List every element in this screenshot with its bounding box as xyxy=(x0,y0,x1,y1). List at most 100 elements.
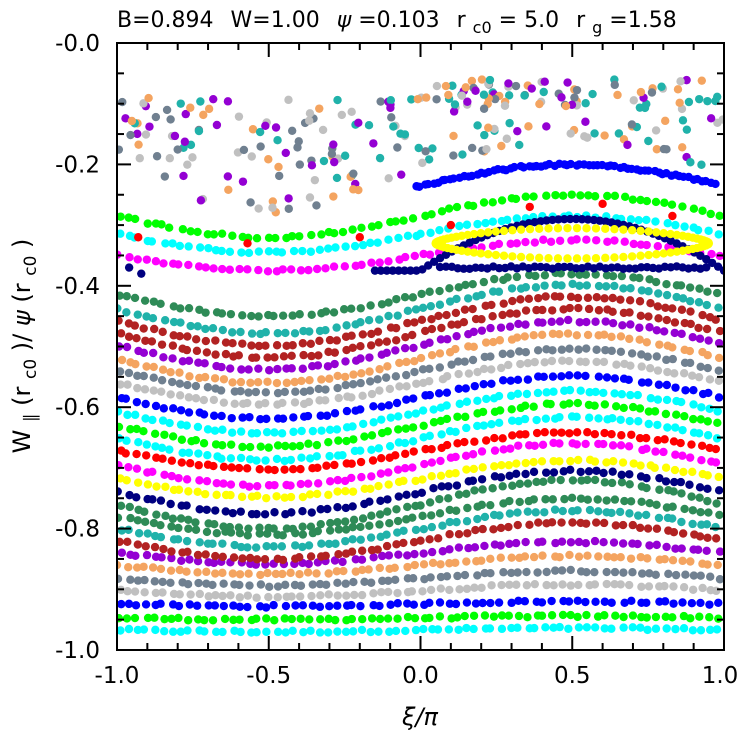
curve-point xyxy=(287,351,296,360)
curve-point xyxy=(462,465,471,474)
chaotic-point xyxy=(397,170,406,179)
curve-point xyxy=(473,367,482,377)
curve-point xyxy=(703,496,712,506)
curve-point xyxy=(436,560,445,569)
curve-point xyxy=(117,548,127,557)
curve-point xyxy=(122,291,131,301)
curve-point xyxy=(303,411,313,421)
curve-point xyxy=(645,323,654,332)
curve-point xyxy=(469,624,478,634)
curve-point xyxy=(156,564,166,574)
curve-point xyxy=(236,507,245,516)
curve-point xyxy=(124,462,133,472)
curve-point xyxy=(403,599,412,608)
curve-point xyxy=(183,579,193,589)
curve-point xyxy=(592,357,601,367)
chaotic-point xyxy=(152,152,162,161)
y-tick-label: -0.6 xyxy=(55,395,100,421)
curve-point xyxy=(367,511,376,520)
curve-point xyxy=(254,364,263,373)
island-point xyxy=(659,228,668,238)
curve-point xyxy=(611,521,621,530)
curve-point xyxy=(123,537,132,547)
curve-point xyxy=(513,623,522,632)
curve-point xyxy=(348,422,357,431)
curve-point xyxy=(489,612,499,621)
curve-point xyxy=(358,391,367,400)
curve-point xyxy=(512,272,522,282)
curve-point xyxy=(297,426,306,436)
curve-point xyxy=(287,508,296,517)
curve-point xyxy=(714,353,724,363)
curve-point xyxy=(538,537,547,546)
curve-point xyxy=(521,306,531,315)
curve-point xyxy=(460,570,470,580)
curve-point xyxy=(714,230,723,239)
curve-point xyxy=(356,304,365,313)
curve-point xyxy=(356,405,365,414)
curve-point xyxy=(464,543,473,553)
curve-point xyxy=(529,402,538,411)
curve-point xyxy=(280,614,289,623)
curve-point xyxy=(637,286,647,295)
chaotic-point xyxy=(329,192,338,201)
curve-point xyxy=(481,218,490,228)
curve-point xyxy=(272,378,282,388)
chaotic-point xyxy=(333,95,342,105)
curve-point xyxy=(375,601,384,611)
curve-point xyxy=(247,341,256,350)
curve-point xyxy=(468,279,477,289)
curve-point xyxy=(151,588,161,598)
curve-point xyxy=(583,293,593,303)
curve-point xyxy=(157,443,167,453)
curve-point xyxy=(617,390,627,399)
curve-point xyxy=(617,431,626,440)
curve-point xyxy=(705,404,714,413)
curve-point xyxy=(607,332,616,342)
curve-point xyxy=(617,271,627,281)
curve-point xyxy=(505,580,514,589)
curve-point xyxy=(208,539,217,548)
curve-point xyxy=(661,612,670,622)
curve-point xyxy=(473,396,482,406)
curve-point xyxy=(270,465,279,475)
curve-point xyxy=(270,353,279,362)
curve-point xyxy=(316,411,325,420)
curve-point xyxy=(117,212,125,221)
curve-point xyxy=(394,425,403,434)
curve-point xyxy=(323,362,333,371)
curve-point xyxy=(566,456,575,466)
curve-point xyxy=(715,575,724,584)
curve-point xyxy=(585,505,595,515)
curve-point xyxy=(263,267,273,276)
curve-point xyxy=(244,248,254,258)
curve-point xyxy=(280,580,290,590)
curve-point xyxy=(392,398,402,408)
curve-point xyxy=(349,370,358,379)
curve-point xyxy=(661,477,671,486)
curve-point xyxy=(356,342,365,351)
curve-point xyxy=(296,581,306,590)
curve-point xyxy=(581,357,590,367)
curve-point xyxy=(408,437,418,446)
curve-point xyxy=(141,399,150,409)
separatrix-point xyxy=(400,266,409,275)
curve-point xyxy=(643,625,652,635)
curve-point xyxy=(308,580,317,589)
ylabel-close-2: ) xyxy=(8,239,36,248)
curve-point xyxy=(702,324,712,334)
curve-point xyxy=(347,331,356,340)
curve-point xyxy=(306,339,315,349)
curve-point xyxy=(635,297,645,306)
curve-point xyxy=(434,311,443,321)
curve-point xyxy=(165,418,174,428)
curve-point xyxy=(210,426,220,435)
curve-point xyxy=(384,480,393,489)
curve-point xyxy=(512,459,521,468)
curve-point xyxy=(557,537,567,546)
curve-point xyxy=(219,479,228,488)
curve-point xyxy=(356,354,365,363)
curve-point xyxy=(463,529,472,538)
curve-point xyxy=(194,449,203,458)
curve-point xyxy=(685,453,695,462)
